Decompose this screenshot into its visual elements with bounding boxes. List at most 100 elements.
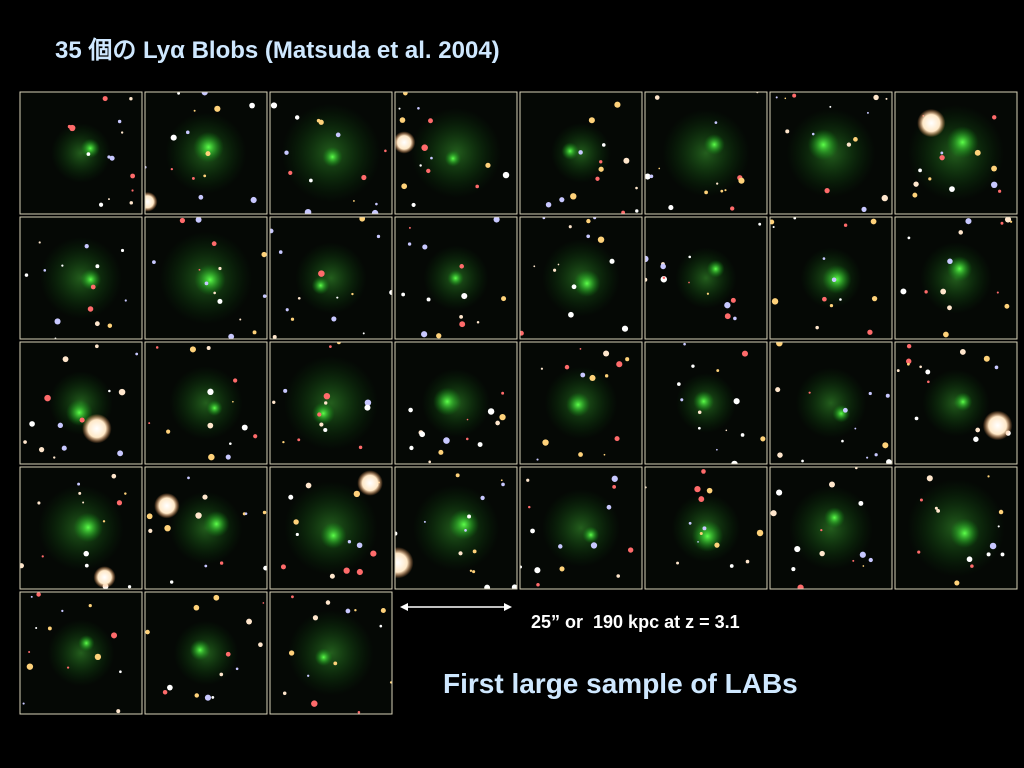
star (198, 194, 204, 200)
star (974, 149, 981, 156)
star (430, 156, 433, 160)
star (356, 542, 363, 549)
star (616, 361, 623, 368)
star (621, 325, 629, 332)
star (204, 564, 208, 568)
thumbnail (895, 92, 1017, 214)
star (822, 257, 826, 260)
star (881, 194, 888, 202)
star (775, 387, 781, 393)
star (558, 544, 563, 549)
star (408, 226, 411, 229)
star (146, 513, 153, 520)
star (459, 264, 464, 269)
star (288, 170, 293, 175)
star (345, 608, 351, 614)
thumbnail (395, 92, 517, 214)
green-haze (675, 247, 737, 309)
star (801, 459, 804, 463)
lya-blob (573, 269, 601, 297)
thumbnail (395, 342, 517, 464)
star (871, 295, 878, 302)
star (989, 542, 997, 550)
thumbnail-border (269, 216, 393, 340)
star (868, 391, 872, 396)
star (866, 456, 869, 459)
star (261, 251, 267, 258)
star (502, 171, 510, 179)
star (913, 181, 919, 187)
lya-blob (320, 522, 347, 549)
star (84, 244, 89, 249)
star (282, 691, 287, 696)
star (716, 448, 718, 451)
star (676, 561, 680, 565)
star (61, 445, 67, 451)
star (417, 106, 420, 110)
star (127, 585, 132, 589)
star (167, 684, 173, 691)
star (219, 672, 224, 677)
thumbnail (145, 342, 267, 464)
green-haze (295, 242, 367, 314)
star (130, 173, 136, 179)
thumbnail-border (769, 341, 893, 465)
bright-source (357, 470, 383, 496)
star (586, 218, 591, 224)
star (511, 584, 517, 589)
star (389, 289, 392, 296)
star (580, 372, 586, 378)
star (745, 559, 750, 564)
star (724, 189, 727, 192)
star (542, 439, 549, 446)
star (235, 667, 239, 671)
star (419, 164, 422, 167)
star (443, 437, 450, 444)
green-haze (795, 367, 867, 439)
star (30, 595, 33, 598)
thumbnail-border (269, 591, 393, 715)
thumbnail-border (894, 91, 1018, 215)
lya-blob (582, 526, 600, 544)
star (873, 94, 879, 101)
star (36, 592, 41, 597)
star (428, 118, 433, 124)
thumbnail (145, 92, 267, 214)
star (926, 475, 933, 482)
star (733, 316, 737, 321)
star (111, 473, 117, 479)
star (376, 234, 381, 239)
thumbnail-border (144, 341, 268, 465)
bright-source (154, 493, 180, 519)
star (925, 369, 931, 375)
star (1009, 220, 1013, 223)
lya-blob (822, 264, 852, 294)
star (819, 550, 825, 557)
star (465, 437, 469, 441)
star (528, 505, 531, 509)
thumbnail (895, 217, 1017, 339)
star (336, 342, 341, 345)
star (162, 689, 168, 695)
star (683, 342, 686, 346)
star (195, 512, 202, 519)
star (354, 609, 357, 612)
star (499, 413, 506, 421)
star (476, 321, 480, 324)
star (361, 174, 367, 181)
star (557, 263, 560, 266)
star (970, 564, 974, 568)
star (359, 217, 366, 222)
thumbnail (520, 92, 642, 214)
star (595, 176, 600, 181)
star (207, 388, 214, 395)
star (278, 250, 283, 254)
star (660, 263, 666, 270)
star (741, 350, 748, 357)
star (252, 330, 257, 335)
star (118, 388, 126, 396)
thumbnail-border (269, 91, 393, 215)
star (331, 316, 337, 322)
star (129, 201, 133, 205)
